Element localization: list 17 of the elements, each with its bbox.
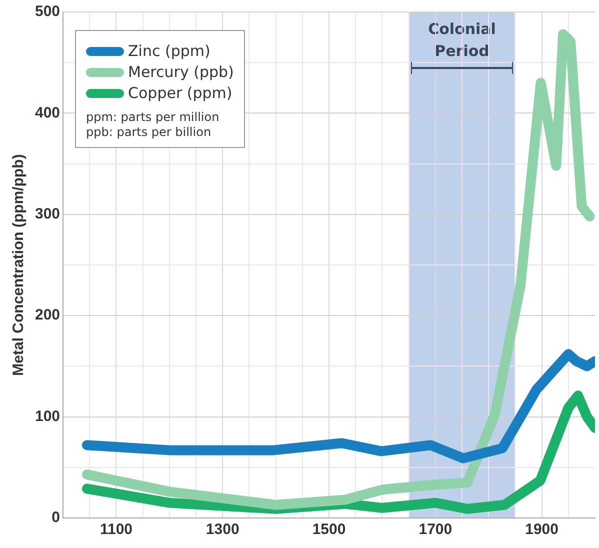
y-axis-title: Metal Concentration (ppm/ppb) [10, 154, 28, 376]
legend-label: Zinc (ppm) [128, 42, 210, 60]
y-tick-label: 500 [34, 3, 60, 20]
x-tick-label: 1500 [312, 521, 346, 538]
y-tick-label: 400 [34, 104, 60, 122]
legend-label: Copper (ppm) [128, 84, 232, 102]
legend-label: Mercury (ppb) [128, 63, 234, 81]
y-tick-label: 200 [34, 306, 60, 324]
x-tick-label: 1700 [418, 521, 452, 538]
x-tick-label: 1300 [206, 521, 240, 538]
x-tick-label: 1100 [100, 521, 132, 538]
y-tick-label: 0 [52, 509, 60, 526]
annotation: ppm: parts per million [86, 110, 220, 124]
annotation: ppb: parts per billion [86, 125, 212, 139]
y-tick-label: 100 [34, 408, 60, 425]
x-tick-label: 1900 [525, 521, 558, 538]
y-tick-label: 300 [34, 206, 60, 223]
